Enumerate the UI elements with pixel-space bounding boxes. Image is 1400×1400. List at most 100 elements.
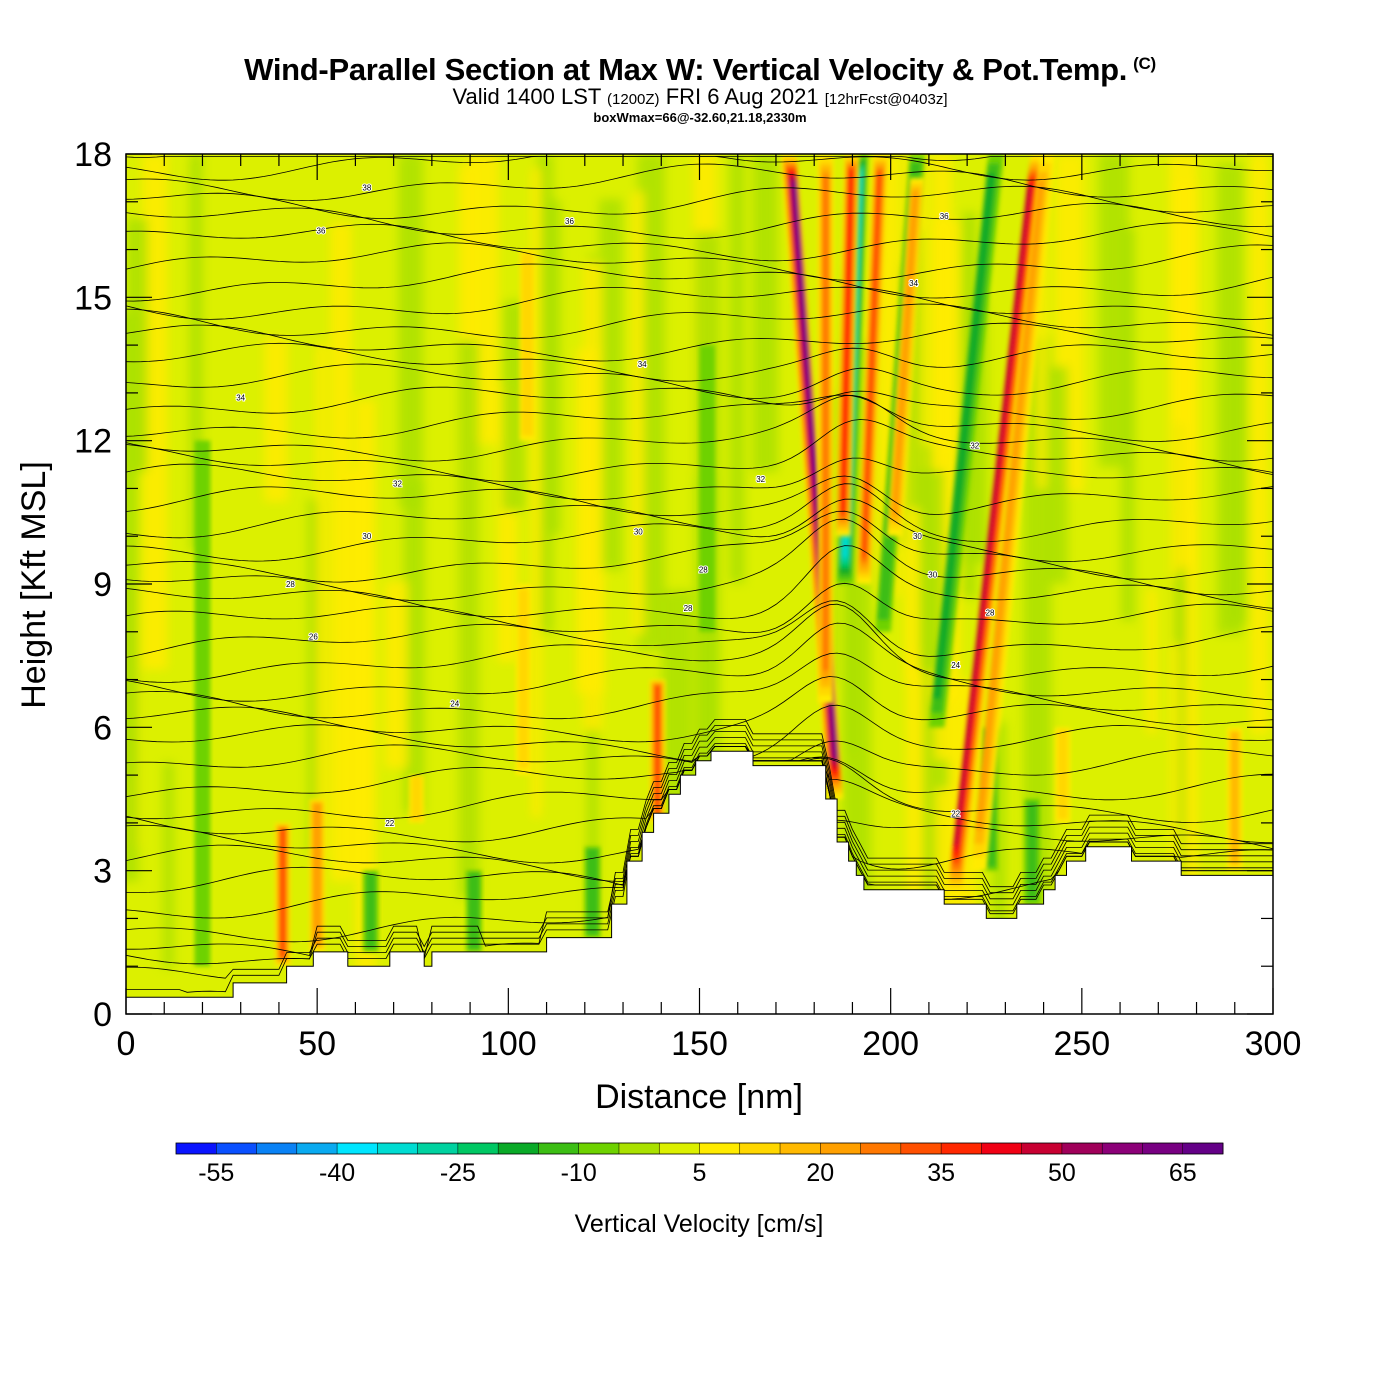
colorbar-tick-label: -55 bbox=[198, 1159, 234, 1187]
isentrope-line bbox=[126, 457, 1273, 501]
downdraft-band-band bbox=[1027, 801, 1038, 901]
plot-area: 38 36 36 36 34 34 34 32 32 32 30 30 30 28 28 30 28 28 26 24… bbox=[126, 154, 1273, 1014]
field-stripe bbox=[458, 339, 479, 898]
colorbar-swatch bbox=[699, 1143, 741, 1154]
field-stripe bbox=[583, 261, 603, 731]
updraft-band-band bbox=[1230, 732, 1239, 864]
field-stripe bbox=[1173, 182, 1199, 577]
field-stripe bbox=[1146, 588, 1157, 734]
colorbar-tick-label: -10 bbox=[561, 1159, 597, 1187]
field-stripe bbox=[531, 168, 542, 818]
colorbar-swatch bbox=[417, 1143, 459, 1154]
field-stripe bbox=[346, 469, 370, 875]
isentrope-line bbox=[126, 704, 1273, 762]
updraft-band-band bbox=[518, 588, 529, 768]
isentrope-line bbox=[126, 185, 1273, 219]
contour-label: 22 bbox=[951, 809, 960, 818]
box-wmax-info: boxWmax=66@-32.60,21.18,2330m bbox=[593, 110, 807, 125]
isentrope-line bbox=[126, 725, 1273, 958]
contour-label: 22 bbox=[385, 819, 394, 828]
updraft-band-band bbox=[523, 255, 532, 432]
y-tick-label: 18 bbox=[74, 136, 112, 174]
field-stripe bbox=[316, 343, 327, 858]
updraft-band-band bbox=[840, 170, 854, 512]
y-tick-label: 3 bbox=[93, 853, 112, 891]
isentrope-line bbox=[126, 622, 1273, 702]
updraft-band-band bbox=[861, 171, 883, 558]
isentrope-line bbox=[126, 322, 1273, 362]
downdraft-band bbox=[194, 440, 211, 967]
updraft-band bbox=[970, 154, 1056, 871]
updraft-band bbox=[515, 584, 532, 776]
contour-label: 28 bbox=[986, 609, 995, 618]
downdraft-band-band bbox=[932, 173, 996, 699]
contour-label: 36 bbox=[317, 226, 326, 235]
field-stripe bbox=[163, 762, 174, 968]
isentrope-line bbox=[126, 582, 1273, 634]
isentrope-line bbox=[126, 652, 1273, 720]
colorbar-swatch bbox=[1182, 1143, 1224, 1154]
contour-label: 34 bbox=[909, 279, 918, 288]
contour-label: 34 bbox=[638, 360, 647, 369]
isentrope-line bbox=[126, 510, 1273, 583]
downdraft-band-band bbox=[702, 352, 713, 622]
field-stripe bbox=[384, 581, 408, 768]
contour-label: 30 bbox=[362, 532, 371, 541]
colorbar-swatch bbox=[1102, 1143, 1143, 1154]
contour-label: 30 bbox=[913, 532, 922, 541]
field-stripe bbox=[599, 199, 623, 571]
field-stripe bbox=[1046, 366, 1068, 584]
contour-label: 32 bbox=[970, 441, 979, 450]
contour-label: 30 bbox=[928, 570, 937, 579]
field-stripe bbox=[398, 154, 423, 509]
field-stripe bbox=[752, 154, 778, 472]
colorbar-swatch bbox=[739, 1143, 781, 1154]
contour-label: 28 bbox=[286, 580, 295, 589]
colorbar-tick-label: 20 bbox=[806, 1159, 834, 1187]
contour-label: 36 bbox=[940, 212, 949, 221]
updraft-band bbox=[1226, 727, 1243, 871]
updraft-band bbox=[274, 822, 291, 967]
x-tick-label: 250 bbox=[1053, 1025, 1110, 1063]
downdraft-band-band bbox=[197, 453, 208, 947]
copyright-mark: (C) bbox=[1133, 54, 1156, 73]
colorbar-swatch bbox=[337, 1143, 378, 1154]
isentrope-line bbox=[126, 342, 1273, 382]
contour-label: 34 bbox=[236, 394, 245, 403]
isentrope-line bbox=[126, 386, 1273, 420]
downdraft-band bbox=[928, 154, 1005, 728]
updraft-band bbox=[1054, 727, 1071, 823]
colorbar-swatch bbox=[981, 1143, 1023, 1154]
contour-label: 30 bbox=[634, 527, 643, 536]
colorbar-tick-label: 35 bbox=[927, 1159, 955, 1187]
y-tick-label: 6 bbox=[93, 709, 112, 747]
contour-label: 26 bbox=[309, 633, 318, 642]
updraft-band bbox=[519, 249, 536, 441]
isentrope-line bbox=[126, 242, 1273, 281]
updraft-band-band bbox=[891, 191, 919, 517]
isentrope-line bbox=[126, 419, 1273, 482]
field-stripe bbox=[330, 222, 352, 882]
colorbar-swatch bbox=[256, 1143, 298, 1154]
updraft-band-band bbox=[314, 805, 321, 943]
field-stripe bbox=[922, 444, 935, 948]
isentrope-line bbox=[126, 737, 1273, 979]
x-tick-label: 0 bbox=[117, 1025, 136, 1063]
updraft-band bbox=[817, 154, 834, 704]
downdraft-band bbox=[699, 345, 715, 632]
colorbar-tick-label: -40 bbox=[319, 1159, 355, 1187]
isentrope-line bbox=[126, 676, 1273, 743]
colorbar-tick-label: 5 bbox=[693, 1159, 707, 1187]
downdraft-band-band bbox=[469, 873, 478, 948]
isentrope-line bbox=[126, 545, 1273, 620]
isentrope-line bbox=[126, 202, 1273, 239]
updraft-band-band bbox=[953, 186, 1032, 846]
isentrope-line bbox=[126, 483, 1273, 543]
colorbar-tick-label: -25 bbox=[440, 1159, 476, 1187]
utc-time: (1200Z) bbox=[607, 91, 660, 108]
isentrope-line bbox=[126, 394, 1273, 442]
colorbar-swatch bbox=[578, 1143, 620, 1154]
colorbar-swatch bbox=[296, 1143, 338, 1154]
contour-label: 24 bbox=[450, 699, 459, 708]
field-stripe bbox=[1178, 567, 1187, 939]
